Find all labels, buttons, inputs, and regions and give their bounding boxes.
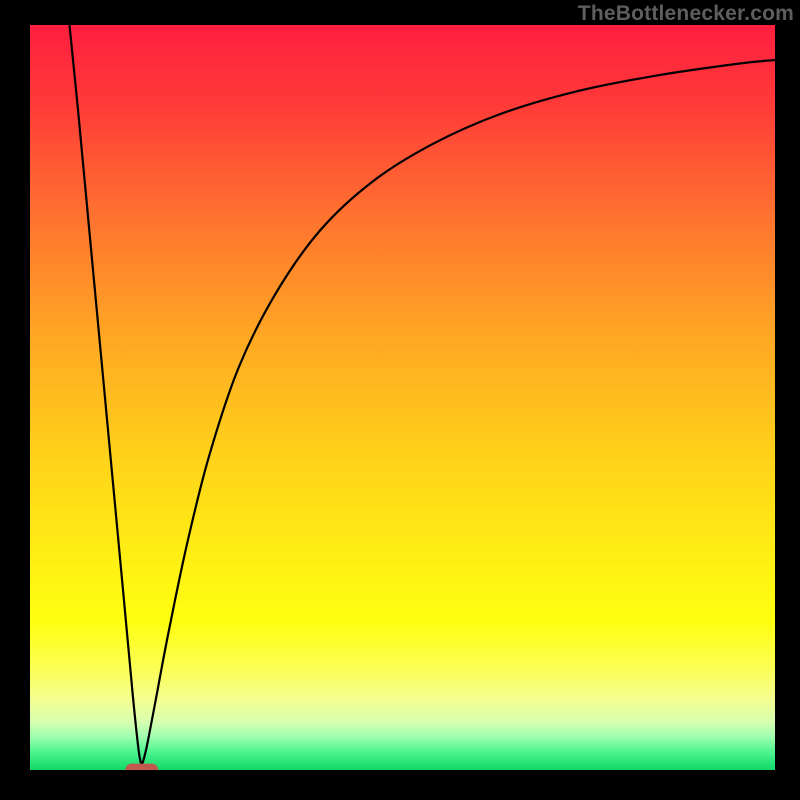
watermark-text: TheBottlenecker.com [578, 2, 794, 26]
bottleneck-chart [0, 0, 800, 800]
gradient-background [30, 25, 775, 770]
chart-container: TheBottlenecker.com [0, 0, 800, 800]
